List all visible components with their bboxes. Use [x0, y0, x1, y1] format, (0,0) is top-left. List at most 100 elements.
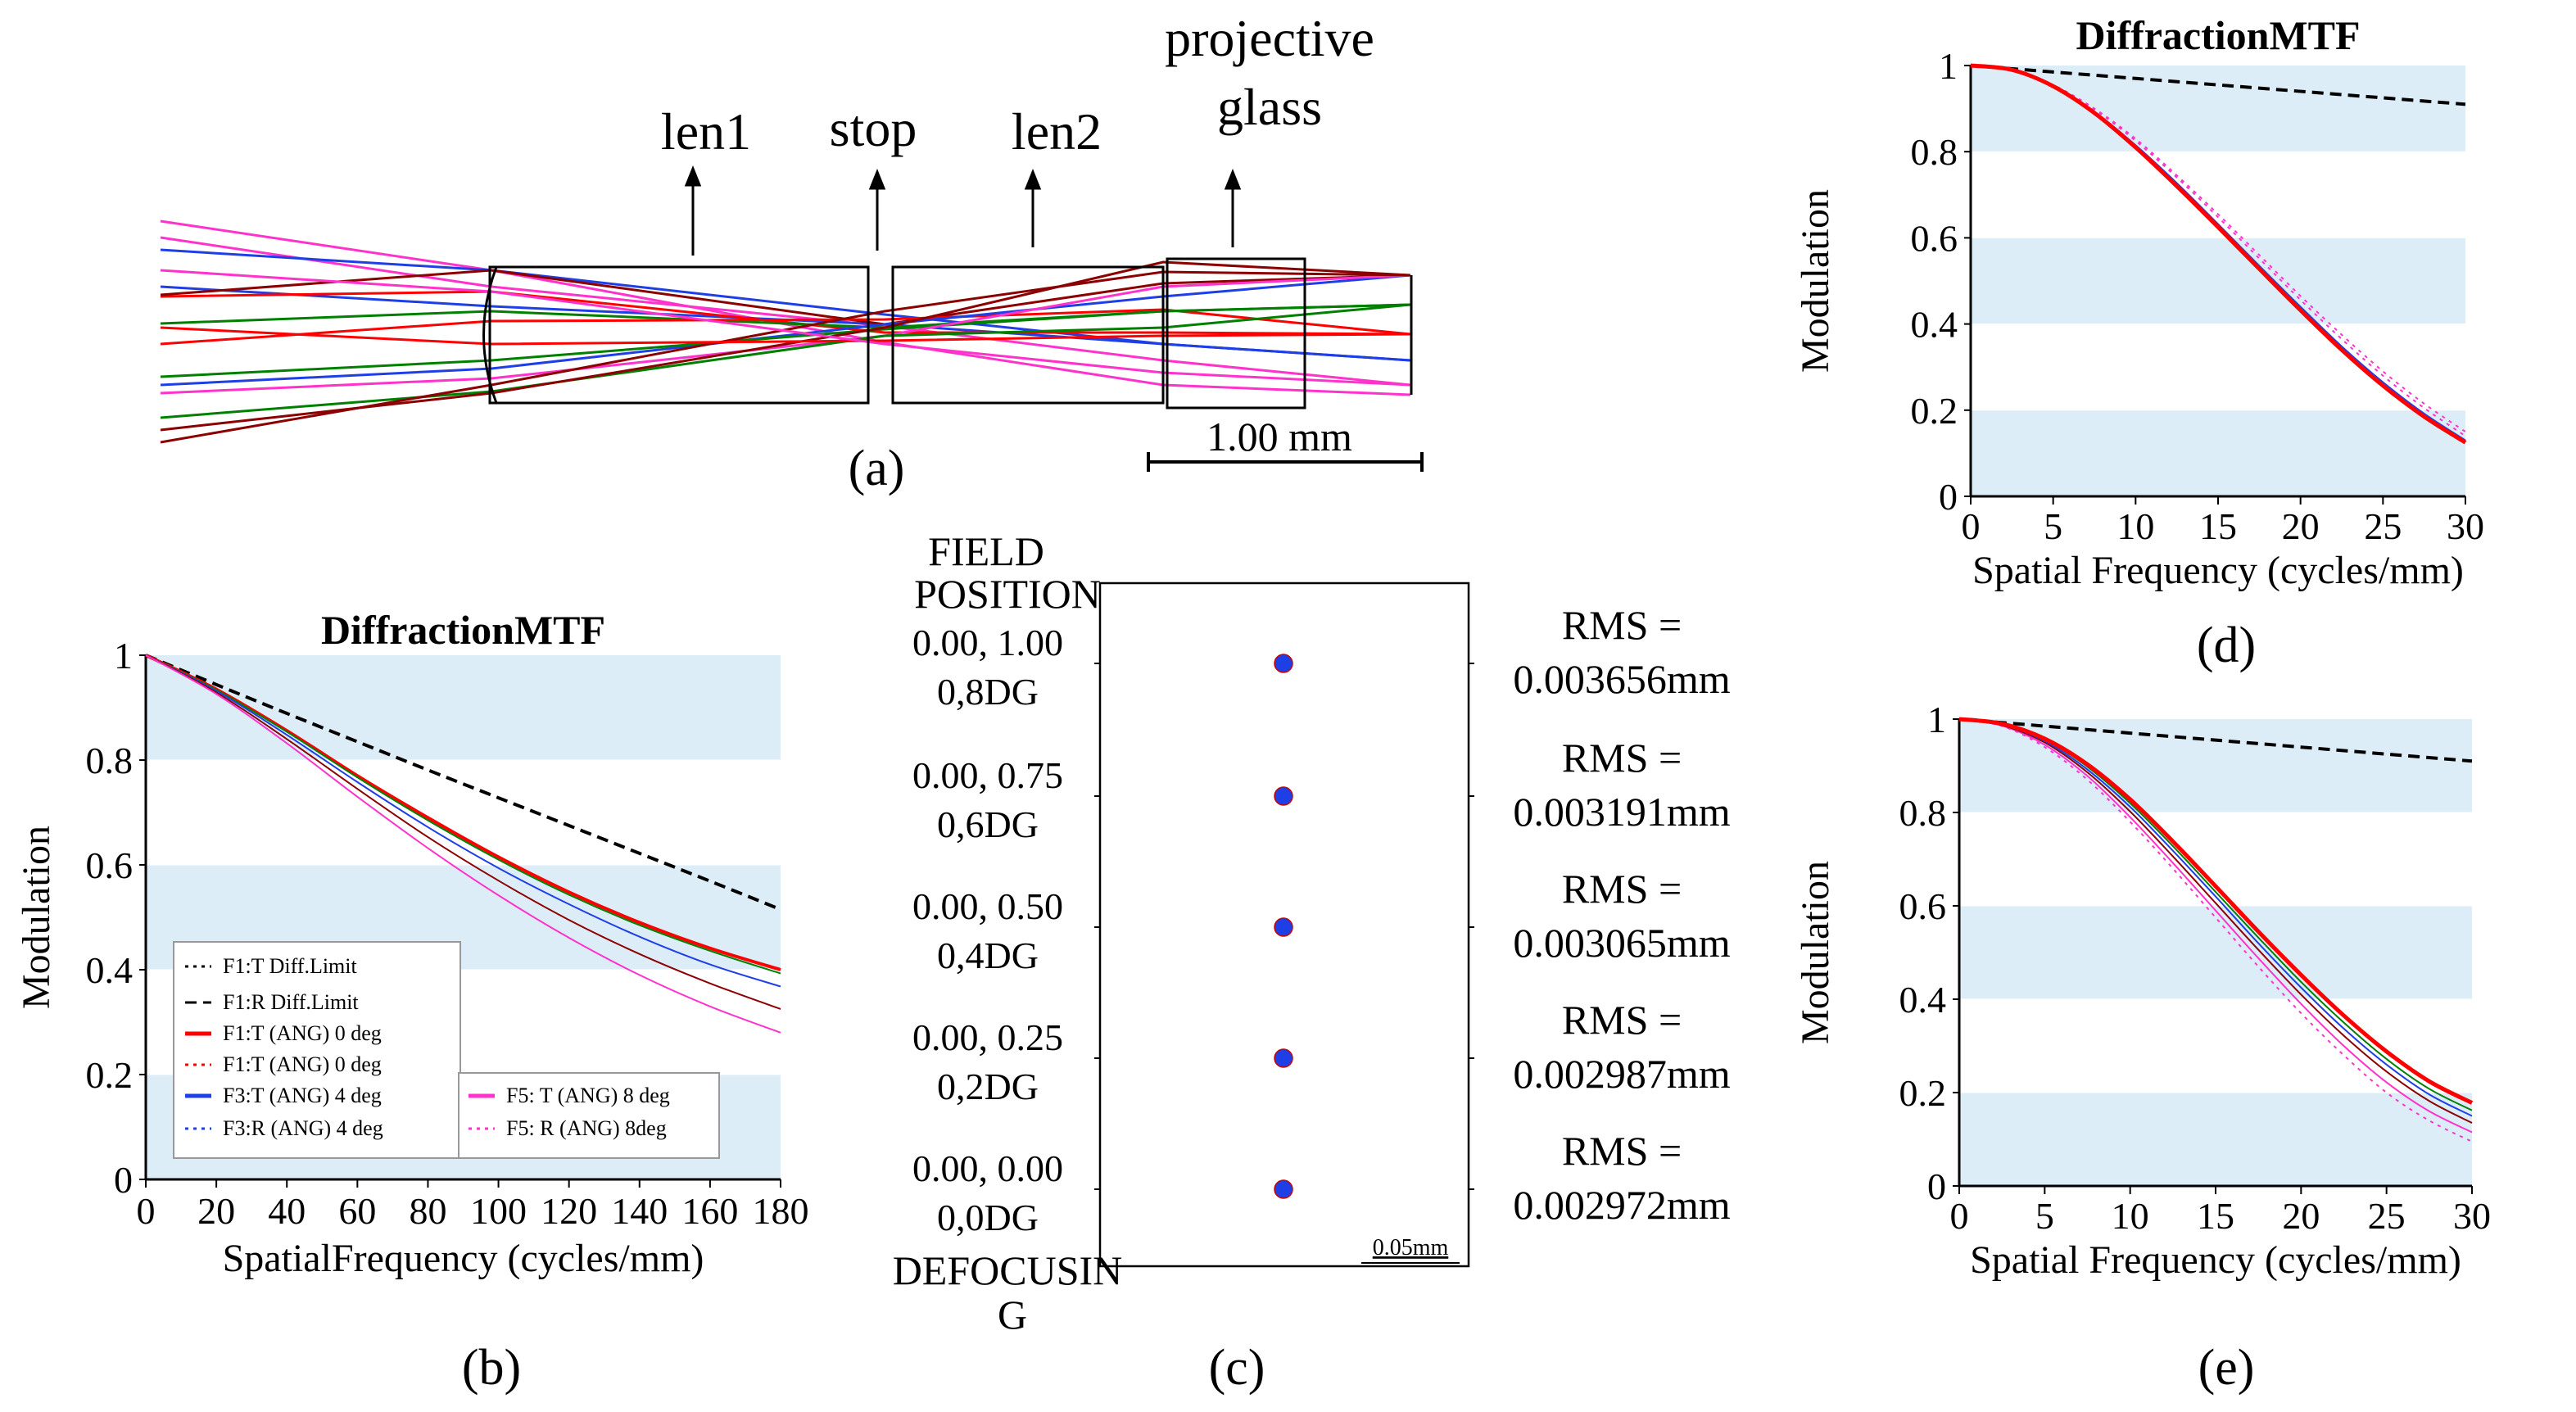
legend-label: F1:T (ANG) 0 deg	[223, 1052, 382, 1076]
ray	[160, 269, 1411, 387]
len1-label: len1	[661, 102, 751, 161]
label-arrows	[684, 165, 1242, 256]
chart-d-mtf: 0 5 10 15 20 25 30 0 0.2 0.4 0.6 0.8 1 DiffractionMTF…	[1794, 12, 2484, 592]
x-tick-label: 20	[2282, 505, 2320, 547]
x-tick-label: 15	[2199, 505, 2237, 547]
y-tick-label: 1	[1927, 699, 1946, 740]
ray	[160, 274, 1411, 387]
series-line	[145, 654, 781, 1034]
x-axis-label: SpatialFrequency (cycles/mm)	[223, 1237, 704, 1280]
ray	[160, 303, 1411, 378]
ray	[160, 326, 1411, 346]
series-line	[145, 654, 781, 988]
x-tick-label: 120	[541, 1190, 597, 1232]
field-degree: 0,8DG	[937, 671, 1039, 713]
x-tick-label: 10	[2112, 1195, 2149, 1237]
spot	[1274, 1048, 1293, 1068]
series-line	[1970, 65, 2466, 437]
panel-c-spot-diagram: FIELD POSITION 0.00, 1.00 0,8DG RMS = 0.003…	[893, 528, 1731, 1396]
rms-label: RMS =	[1562, 997, 1682, 1043]
series-line	[1970, 63, 2467, 445]
field-position: 0.00, 0.00	[912, 1147, 1063, 1189]
caption-d: (d)	[2197, 618, 2256, 673]
y-tick-label: 1	[114, 635, 133, 677]
y-tick-label: 0.8	[86, 740, 134, 781]
spot	[1274, 1179, 1293, 1199]
band	[1959, 1093, 2472, 1186]
y-tick-label: 0.6	[1911, 217, 1958, 259]
y-tick-label: 0.4	[1899, 979, 1947, 1021]
field-degree: 0,6DG	[937, 803, 1039, 845]
ray	[160, 236, 1411, 387]
x-tick-label: 5	[2035, 1195, 2054, 1237]
field-degree: 0,0DG	[937, 1197, 1039, 1238]
len2-label: len2	[1012, 102, 1102, 161]
caption-b: (b)	[462, 1340, 521, 1396]
legend-label: F3:R (ANG) 4 deg	[223, 1116, 383, 1140]
y-tick-label: 0.8	[1899, 792, 1947, 834]
series-line	[1970, 65, 2466, 432]
rms-value: 0.003656mm	[1513, 656, 1730, 702]
x-tick-label: 180	[753, 1190, 809, 1232]
x-tick-label: 15	[2197, 1195, 2234, 1237]
rms-value: 0.003191mm	[1513, 789, 1730, 835]
rms-label: RMS =	[1562, 1128, 1682, 1174]
legend-label: F5: T (ANG) 8 deg	[506, 1084, 670, 1107]
x-tick-label: 140	[611, 1190, 668, 1232]
x-tick-label: 160	[681, 1190, 738, 1232]
chart-title: DiffractionMTF	[321, 607, 605, 653]
spot	[1274, 654, 1293, 673]
ray	[160, 260, 1411, 432]
legend-label: F3:T (ANG) 4 deg	[223, 1084, 382, 1107]
band	[1959, 719, 2472, 812]
series-line	[1958, 718, 2473, 1143]
footer-line1: DEFOCUSIN	[893, 1247, 1123, 1293]
glass-label: glass	[1217, 78, 1322, 136]
panel-a-lens-layout: len1 stop len2 projective glass 1.00 mm …	[160, 9, 1424, 496]
stop-label: stop	[830, 99, 917, 157]
len1-outline	[488, 265, 870, 405]
x-tick-label: 25	[2368, 1195, 2406, 1237]
x-tick-label: 30	[2453, 1195, 2491, 1237]
footer-line2: G	[998, 1292, 1027, 1337]
y-tick-label: 0.2	[1899, 1072, 1947, 1114]
spot	[1274, 786, 1293, 806]
rms-label: RMS =	[1562, 602, 1682, 648]
x-tick-label: 80	[409, 1190, 446, 1232]
legend-label: F1:T Diff.Limit	[223, 954, 357, 978]
y-tick-label: 0	[1939, 476, 1958, 518]
x-tick-label: 0	[137, 1190, 156, 1232]
caption-e: (e)	[2198, 1340, 2255, 1396]
field-position: 0.00, 0.50	[912, 885, 1063, 927]
y-axis-label: Modulation	[1794, 861, 1837, 1044]
band	[1971, 410, 2465, 496]
rms-label: RMS =	[1562, 735, 1682, 781]
series-line	[145, 654, 781, 975]
ray	[160, 270, 1411, 444]
legend-label: F1:R Diff.Limit	[223, 990, 359, 1014]
field-position: 0.00, 0.25	[912, 1016, 1063, 1058]
x-tick-label: 40	[268, 1190, 306, 1232]
x-tick-label: 60	[338, 1190, 376, 1232]
ray	[160, 219, 1411, 396]
series-line	[1970, 64, 2466, 106]
chart-title: DiffractionMTF	[2076, 12, 2360, 58]
field-position: 0.00, 0.75	[912, 754, 1063, 796]
chart-e-mtf: 0 5 10 15 20 25 30 0 0.2 0.4 0.6 0.8 1 Spatial Freque…	[1794, 699, 2491, 1282]
field-degree: 0,4DG	[937, 935, 1039, 976]
ray-fan	[160, 219, 1411, 444]
x-tick-label: 100	[470, 1190, 527, 1232]
x-tick-label: 25	[2364, 505, 2402, 547]
spot	[1274, 917, 1293, 937]
series-line	[1958, 717, 2473, 763]
band	[1971, 238, 2465, 324]
spot-rows: 0.00, 1.00 0,8DG RMS = 0.003656mm 0.00, 0.75…	[912, 602, 1731, 1238]
x-axis-label: Spatial Frequency (cycles/mm)	[1970, 1238, 2461, 1282]
y-axis-label: Modulation	[15, 826, 58, 1009]
legend-label: F1:T (ANG) 0 deg	[223, 1021, 382, 1045]
series-line	[145, 654, 781, 1010]
band	[1971, 66, 2465, 152]
caption-c: (c)	[1209, 1340, 1265, 1396]
x-axis-label: Spatial Frequency (cycles/mm)	[1972, 549, 2464, 592]
